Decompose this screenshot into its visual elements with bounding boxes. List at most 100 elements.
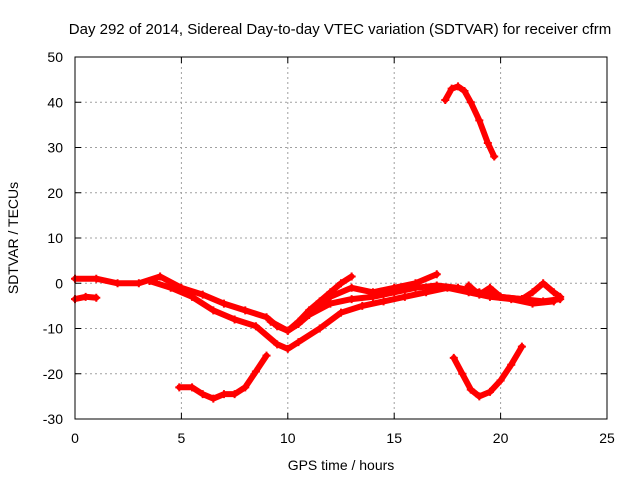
data-point xyxy=(432,270,441,279)
data-point xyxy=(549,288,558,297)
data-point xyxy=(464,281,473,290)
data-point xyxy=(166,283,175,292)
y-tick-label: 40 xyxy=(47,94,63,110)
data-point xyxy=(209,306,218,315)
series-trace-branch-rise xyxy=(267,273,355,334)
data-point xyxy=(528,299,537,308)
data-point xyxy=(92,274,101,283)
series-trace-v xyxy=(450,343,525,400)
data-point xyxy=(475,392,484,401)
data-point xyxy=(454,82,463,91)
data-point xyxy=(337,308,345,317)
data-point xyxy=(347,283,356,292)
data-point xyxy=(251,367,260,376)
data-point xyxy=(556,292,565,301)
data-point xyxy=(400,292,409,301)
data-point xyxy=(283,344,292,353)
data-point xyxy=(485,292,494,301)
data-point xyxy=(283,326,292,335)
x-tick-label: 5 xyxy=(178,430,186,446)
data-point xyxy=(447,84,456,93)
data-point xyxy=(507,360,516,369)
data-point xyxy=(81,292,90,301)
chart-title: Day 292 of 2014, Sidereal Day-to-day VTE… xyxy=(69,21,611,38)
y-tick-label: -20 xyxy=(43,366,63,382)
data-point xyxy=(134,279,143,288)
data-point xyxy=(464,288,473,297)
data-point xyxy=(198,390,207,399)
data-layer xyxy=(71,82,565,403)
data-point xyxy=(113,279,122,288)
y-tick-label: 50 xyxy=(47,49,63,65)
data-point xyxy=(241,306,250,315)
data-point xyxy=(449,353,458,362)
data-point xyxy=(230,390,239,399)
data-point xyxy=(390,283,399,292)
data-point xyxy=(368,288,377,297)
x-tick-label: 20 xyxy=(493,430,509,446)
data-point xyxy=(262,313,271,322)
data-point xyxy=(145,276,154,285)
data-point xyxy=(347,295,356,304)
data-point xyxy=(483,138,492,147)
data-point xyxy=(294,338,303,347)
data-point xyxy=(443,283,452,292)
y-tick-label: 30 xyxy=(47,140,63,156)
data-point xyxy=(230,315,239,324)
x-tick-label: 0 xyxy=(71,430,79,446)
data-point xyxy=(219,299,228,308)
data-point xyxy=(458,369,467,378)
data-point xyxy=(273,340,282,349)
y-axis-label: SDTVAR / TECUs xyxy=(5,182,21,294)
y-tick-label: 0 xyxy=(55,275,63,291)
data-point xyxy=(485,387,494,396)
data-point xyxy=(92,293,101,302)
data-point xyxy=(209,394,218,403)
x-tick-label: 10 xyxy=(280,430,296,446)
data-point xyxy=(549,297,558,306)
data-point xyxy=(315,297,324,306)
data-point xyxy=(326,299,335,308)
data-point xyxy=(156,272,165,281)
y-tick-label: -30 xyxy=(43,411,63,427)
data-point xyxy=(466,98,475,107)
data-point xyxy=(262,351,271,360)
data-point xyxy=(266,317,275,326)
y-tick-label: -10 xyxy=(43,321,63,337)
data-point xyxy=(198,290,207,299)
data-point xyxy=(219,390,228,399)
data-point xyxy=(466,385,475,394)
data-point xyxy=(528,288,537,297)
x-tick-label: 15 xyxy=(386,430,402,446)
data-point xyxy=(496,376,505,385)
data-point xyxy=(517,342,526,351)
data-point xyxy=(188,292,197,301)
data-point xyxy=(475,116,484,125)
data-point xyxy=(347,272,356,281)
ticks: 0 5 10 15 20 25 -30 -20 -10 0 10 20 30 40 50 xyxy=(43,49,615,446)
data-point xyxy=(188,383,197,392)
data-point xyxy=(517,295,526,304)
grid xyxy=(75,57,607,419)
data-point xyxy=(315,324,324,333)
data-point xyxy=(337,279,345,288)
series-trace-dip xyxy=(176,352,270,402)
y-tick-label: 20 xyxy=(47,185,63,201)
data-point xyxy=(241,383,250,392)
data-point xyxy=(485,283,494,292)
x-axis-label: GPS time / hours xyxy=(288,457,395,473)
data-point xyxy=(175,383,184,392)
data-point xyxy=(379,297,388,306)
data-point xyxy=(326,288,335,297)
data-point xyxy=(475,290,484,299)
data-point xyxy=(460,86,469,95)
data-point xyxy=(422,288,431,297)
data-point xyxy=(251,322,260,331)
data-point xyxy=(358,301,367,310)
data-point xyxy=(294,317,303,326)
data-point xyxy=(539,279,548,288)
data-point xyxy=(411,279,420,288)
y-tick-label: 10 xyxy=(47,230,63,246)
data-point xyxy=(441,95,450,104)
